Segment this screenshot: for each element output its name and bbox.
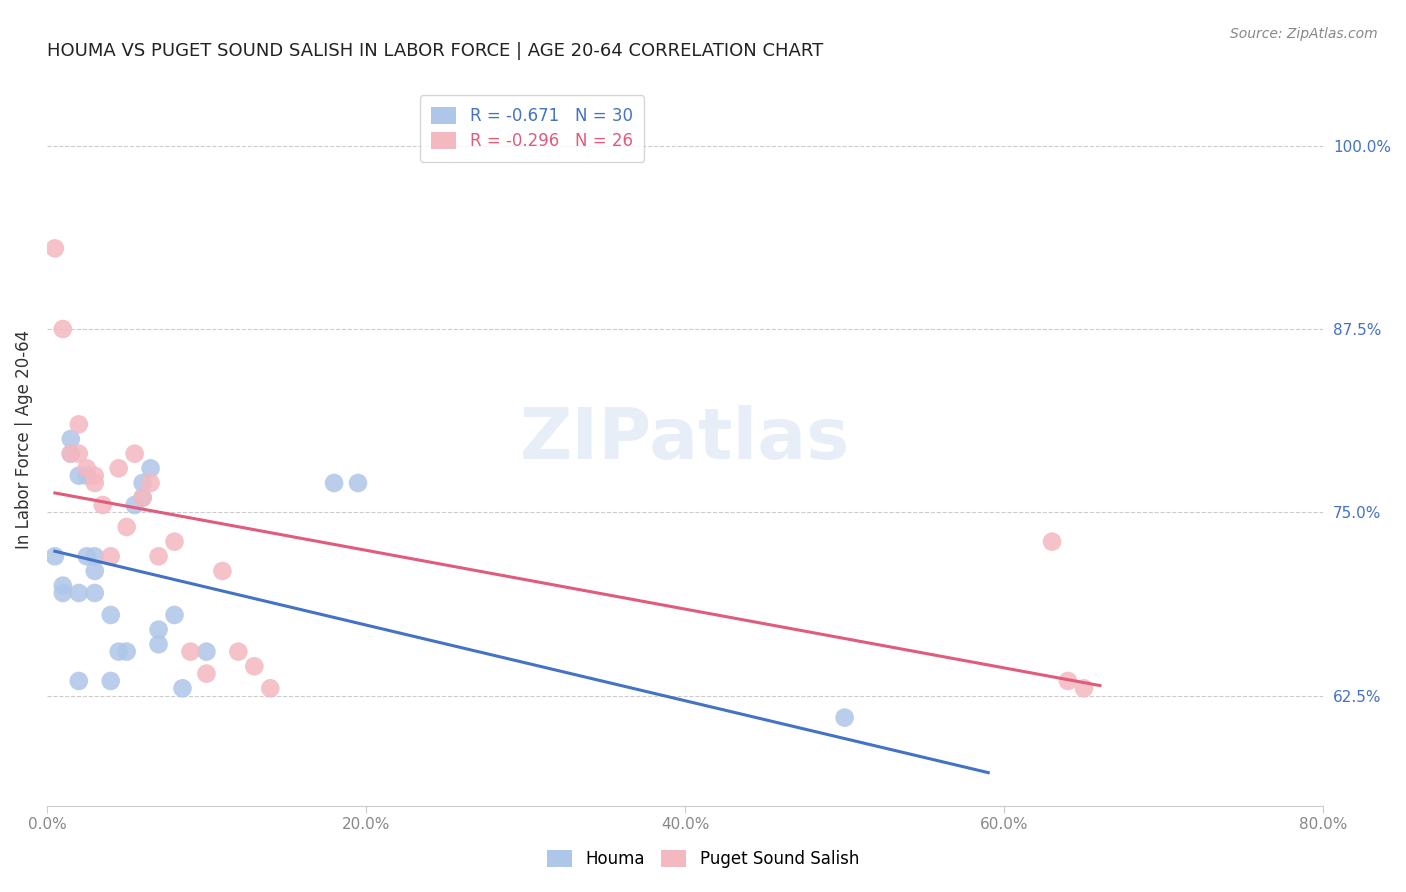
Point xyxy=(100,607,122,622)
Point xyxy=(83,549,105,564)
Y-axis label: In Labor Force | Age 20-64: In Labor Force | Age 20-64 xyxy=(15,329,32,549)
Point xyxy=(139,475,162,490)
Point xyxy=(139,461,162,475)
Point xyxy=(259,681,281,696)
Point xyxy=(107,645,129,659)
Point xyxy=(115,645,138,659)
Point xyxy=(1057,673,1080,688)
Point xyxy=(76,549,98,564)
Point xyxy=(179,645,201,659)
Point xyxy=(834,711,856,725)
Point xyxy=(163,607,186,622)
Point xyxy=(1040,534,1063,549)
Point xyxy=(124,498,146,512)
Point xyxy=(962,835,984,849)
Point xyxy=(76,461,98,475)
Point xyxy=(172,681,194,696)
Point xyxy=(347,475,370,490)
Point xyxy=(243,659,266,673)
Point xyxy=(228,645,250,659)
Point xyxy=(163,534,186,549)
Point xyxy=(52,586,75,600)
Text: ZIPatlas: ZIPatlas xyxy=(520,404,851,474)
Point xyxy=(124,447,146,461)
Point xyxy=(131,475,153,490)
Point xyxy=(83,475,105,490)
Point xyxy=(131,491,153,505)
Point xyxy=(52,322,75,336)
Point xyxy=(131,491,153,505)
Legend: Houma, Puget Sound Salish: Houma, Puget Sound Salish xyxy=(540,843,866,875)
Point xyxy=(67,417,90,432)
Point xyxy=(83,586,105,600)
Point xyxy=(148,623,170,637)
Point xyxy=(67,468,90,483)
Point xyxy=(67,447,90,461)
Point xyxy=(195,666,218,681)
Point xyxy=(148,637,170,651)
Point xyxy=(83,564,105,578)
Point xyxy=(44,241,66,255)
Point xyxy=(83,468,105,483)
Point xyxy=(107,461,129,475)
Point xyxy=(195,645,218,659)
Point xyxy=(59,432,82,446)
Point xyxy=(1073,681,1095,696)
Point xyxy=(67,586,90,600)
Point xyxy=(59,447,82,461)
Legend: R = -0.671   N = 30, R = -0.296   N = 26: R = -0.671 N = 30, R = -0.296 N = 26 xyxy=(419,95,644,161)
Text: Source: ZipAtlas.com: Source: ZipAtlas.com xyxy=(1230,27,1378,41)
Point xyxy=(52,579,75,593)
Point xyxy=(67,673,90,688)
Point xyxy=(100,549,122,564)
Point xyxy=(211,564,233,578)
Point xyxy=(100,673,122,688)
Point xyxy=(115,520,138,534)
Point xyxy=(148,549,170,564)
Point xyxy=(76,468,98,483)
Point xyxy=(44,549,66,564)
Point xyxy=(91,498,114,512)
Text: HOUMA VS PUGET SOUND SALISH IN LABOR FORCE | AGE 20-64 CORRELATION CHART: HOUMA VS PUGET SOUND SALISH IN LABOR FOR… xyxy=(46,42,823,60)
Point xyxy=(323,475,346,490)
Point xyxy=(59,447,82,461)
